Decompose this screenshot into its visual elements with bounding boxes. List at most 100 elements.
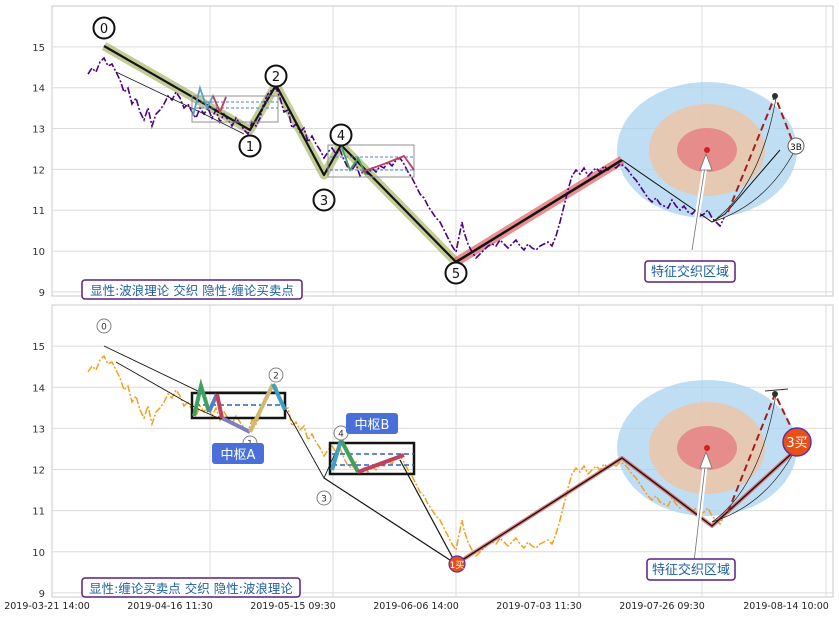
- center-a-label: 中枢A: [221, 448, 256, 463]
- top-wave-marker: [238, 134, 262, 158]
- x-tick-label: 2019-08-14 10:00: [743, 601, 829, 612]
- bottom-pivot-box-b: [328, 441, 416, 476]
- bottom-projection-peak: [772, 391, 778, 397]
- bottom-pivot-a-seg1: [192, 378, 211, 417]
- x-tick-label: 2019-03-21 14:00: [4, 601, 90, 612]
- x-tick-label: 2019-07-26 09:30: [619, 601, 705, 612]
- bottom-wave-marker-label: 2: [273, 372, 279, 382]
- bottom-zone-center-dot: [704, 445, 710, 451]
- bottom-zone-label-box: [646, 558, 736, 581]
- bottom-zone-arrow-outline: [693, 457, 707, 563]
- top-wave-marker-label: 5: [452, 267, 460, 282]
- bottom-pivot-a-seg5: [248, 383, 275, 433]
- bottom-y-tick-label: 15: [32, 342, 45, 353]
- top-y-tick-label: 12: [32, 165, 45, 176]
- buy-1-label: 1买: [450, 560, 465, 571]
- top-y-tick-label: 13: [32, 125, 45, 136]
- bottom-wave-marker: [316, 490, 332, 506]
- bottom-zone-label: 特征交织区域: [652, 562, 730, 578]
- top-zone-label: 特征交织区域: [651, 264, 729, 280]
- bottom-y-tick-label: 13: [32, 424, 45, 435]
- bottom-y-tick-labels: 9 10 11 12 13 14 15: [32, 342, 45, 600]
- bottom-wave-line-d: [323, 477, 457, 565]
- top-wave-marker: [444, 261, 468, 285]
- top-zone-label-box: [644, 260, 736, 283]
- bottom-wave-marker-label: 4: [338, 430, 344, 440]
- top-pivot-a-zigzag2: [212, 95, 227, 115]
- bottom-pivot-a-seg6: [271, 383, 287, 411]
- top-pivot-box-b: [327, 144, 415, 178]
- bottom-y-tick-label: 11: [32, 507, 45, 518]
- bottom-pivot-b-seg1: [330, 439, 343, 471]
- top-wave-marker-label: 1: [246, 140, 254, 155]
- top-projection-peak: [772, 93, 778, 99]
- bottom-zone-arrow-head: [699, 450, 713, 469]
- top-method-label-box: [81, 279, 303, 300]
- top-price-line: [87, 56, 725, 260]
- top-pivot-box-a: [191, 95, 279, 123]
- top-y-tick-label: 9: [39, 288, 45, 299]
- bottom-pivot-a-seg3: [215, 393, 224, 419]
- top-wave-marker-label: 0: [100, 22, 108, 37]
- top-wave-marker-label: 3: [320, 194, 328, 209]
- bottom-method-label: 显性:缠论买卖点 交织 隐性:波浪理论: [89, 581, 293, 596]
- top-tail-line: [621, 149, 781, 223]
- bottom-method-label-box: [81, 577, 301, 598]
- top-wave-marker: [312, 188, 336, 212]
- buy-3-label: 3买: [786, 436, 807, 451]
- top-y-tick-label: 10: [32, 247, 45, 258]
- bottom-wave-marker: [268, 367, 284, 383]
- top-method-label: 显性:波浪理论 交织 隐性:缠论买卖点: [90, 283, 294, 298]
- center-b-label: 中枢B: [355, 418, 390, 433]
- top-wave-marker-label: 3B: [790, 143, 802, 153]
- top-y-tick-labels: 9 10 11 12 13 14 15: [32, 43, 45, 299]
- bottom-wave-line-e: [399, 459, 457, 565]
- top-zone-arrow-head: [699, 152, 713, 171]
- top-curve-b: [711, 149, 796, 223]
- buy-3-marker: [782, 427, 812, 457]
- top-zone-arrow-outline: [691, 159, 707, 251]
- top-zone-center-dot: [704, 147, 710, 153]
- top-y-tick-label: 15: [32, 43, 45, 54]
- center-a-box: [212, 443, 264, 464]
- top-wave-marker: [92, 16, 116, 40]
- top-panel: 0 1 2 3 4 5 3B 特征交织区域 显性:波浪理论 交织 隐性:缠论买卖点: [81, 16, 805, 300]
- bottom-pivot-b-seg2: [339, 439, 360, 473]
- top-wave-marker: [264, 64, 288, 88]
- top-y-tick-label: 14: [32, 84, 45, 95]
- top-pivot-b-zigzag: [340, 144, 367, 176]
- bottom-y-tick-label: 14: [32, 383, 45, 394]
- top-wave-marker-label: 4: [337, 129, 345, 144]
- top-wave-marker: [787, 137, 805, 155]
- bottom-wave-marker-label: 0: [101, 323, 107, 333]
- bottom-curve-b: [711, 449, 796, 523]
- x-tick-label: 2019-05-15 09:30: [250, 601, 336, 612]
- center-b-box: [346, 413, 398, 434]
- top-guide-line: [115, 71, 245, 135]
- top-trend-line: [455, 158, 623, 264]
- bottom-projection-tick: [764, 388, 789, 392]
- bottom-pivot-b-seg3: [357, 453, 405, 474]
- bottom-trend-line: [455, 445, 801, 565]
- top-wave-markers: 0 1 2 3 4 5 3B: [92, 16, 805, 285]
- bottom-y-tick-label: 12: [32, 466, 45, 477]
- x-tick-label: 2019-06-06 14:00: [373, 601, 459, 612]
- top-wave-marker: [329, 123, 353, 147]
- top-pivot-b-zigzag2: [361, 154, 415, 173]
- bottom-wave-marker: [96, 318, 112, 334]
- top-wave-marker-label: 2: [272, 70, 280, 85]
- top-feature-zone: [617, 82, 797, 218]
- bottom-curve-a: [711, 393, 777, 523]
- bottom-y-tick-label: 10: [32, 548, 45, 559]
- x-tick-label: 2019-07-03 11:30: [496, 601, 582, 612]
- x-tick-label: 2019-04-16 11:30: [127, 601, 213, 612]
- top-y-tick-label: 11: [32, 206, 45, 217]
- x-tick-labels: 2019-03-21 14:00 2019-04-16 11:30 2019-05-…: [4, 601, 829, 612]
- bottom-pivot-a-seg4: [221, 416, 251, 434]
- bottom-y-tick-label: 9: [39, 589, 45, 600]
- top-curve-a: [711, 97, 777, 223]
- bottom-wave-marker-label: 3: [321, 495, 327, 505]
- bottom-feature-zone: [617, 380, 797, 516]
